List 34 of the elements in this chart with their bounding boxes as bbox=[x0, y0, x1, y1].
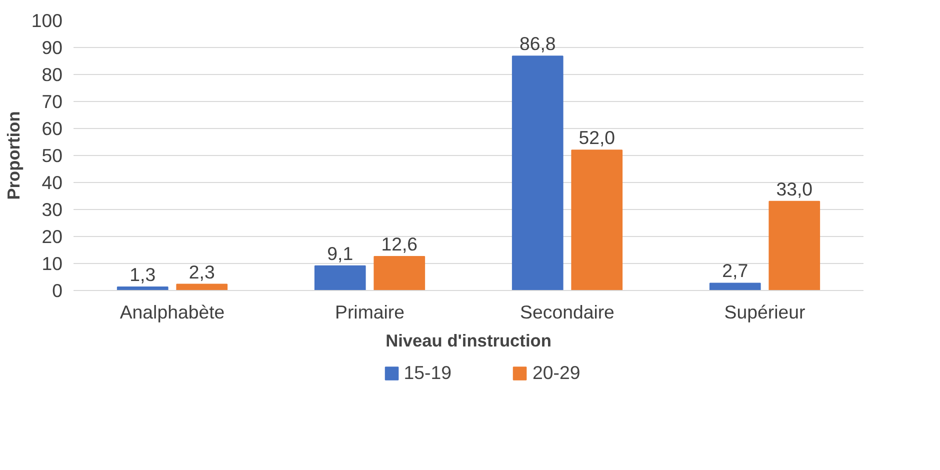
data-label: 86,8 bbox=[519, 33, 556, 54]
data-label: 33,0 bbox=[776, 178, 813, 200]
y-tick-label: 0 bbox=[52, 280, 63, 301]
y-tick-label: 40 bbox=[42, 172, 63, 193]
legend-label: 15-19 bbox=[404, 362, 452, 384]
bar bbox=[374, 256, 426, 290]
x-tick-label: Primaire bbox=[335, 302, 404, 322]
bar bbox=[768, 200, 820, 290]
bar bbox=[512, 56, 564, 290]
y-tick-label: 50 bbox=[42, 145, 63, 166]
x-axis-title: Niveau d'instruction bbox=[386, 330, 552, 350]
legend-label: 20-29 bbox=[532, 362, 580, 384]
y-tick-label: 30 bbox=[42, 199, 63, 220]
y-tick-label: 60 bbox=[42, 118, 63, 139]
x-tick-label: Supérieur bbox=[724, 302, 806, 322]
bar bbox=[709, 282, 761, 290]
y-tick-label: 100 bbox=[31, 10, 63, 31]
data-label: 2,3 bbox=[188, 261, 215, 282]
bar bbox=[176, 284, 228, 290]
y-tick-label: 20 bbox=[42, 226, 63, 247]
y-tick-label: 80 bbox=[42, 64, 63, 85]
y-tick-label: 70 bbox=[42, 91, 63, 112]
bar bbox=[314, 265, 366, 290]
bar bbox=[571, 150, 623, 290]
data-label: 2,7 bbox=[722, 260, 748, 282]
y-axis-title: Proportion bbox=[3, 111, 24, 200]
data-label: 1,3 bbox=[130, 264, 156, 285]
data-label: 52,0 bbox=[578, 127, 616, 148]
data-label: 12,6 bbox=[381, 233, 418, 254]
x-tick-label: Secondaire bbox=[520, 302, 614, 322]
y-tick-label: 90 bbox=[42, 37, 63, 58]
x-tick-label: Analphabète bbox=[120, 302, 225, 322]
data-label: 9,1 bbox=[327, 242, 354, 264]
y-tick-label: 10 bbox=[42, 253, 63, 274]
